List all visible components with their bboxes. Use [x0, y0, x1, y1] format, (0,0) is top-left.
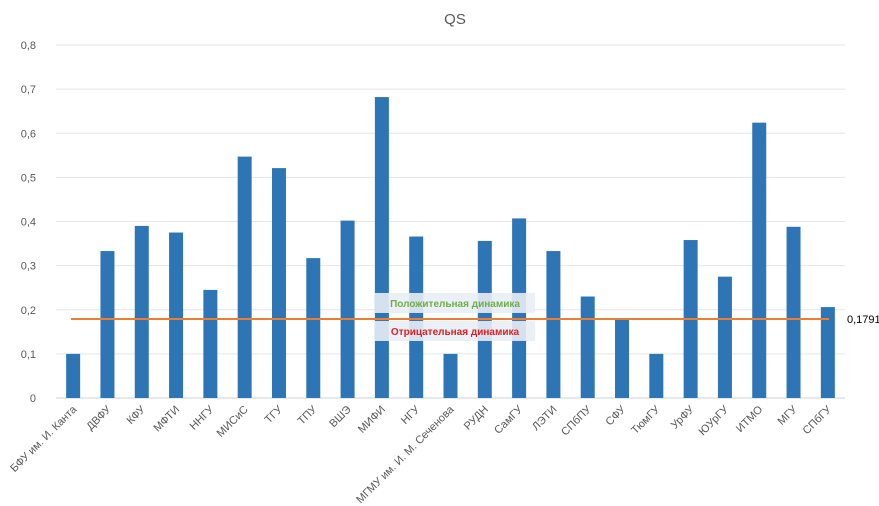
x-tick-label: РУДН: [462, 404, 491, 433]
x-tick-label: ИТМО: [734, 403, 766, 435]
x-tick-label: СамГУ: [492, 403, 526, 437]
y-tick-label: 0,1: [21, 349, 36, 361]
bar: [374, 97, 389, 398]
x-tick-label: МФТИ: [151, 404, 182, 435]
x-tick-label: МГУ: [776, 403, 801, 428]
bar: [203, 289, 218, 398]
bar: [752, 122, 767, 398]
x-tick-label: ННГУ: [188, 403, 218, 433]
bar: [340, 220, 355, 398]
bar: [820, 307, 835, 398]
bar: [271, 168, 286, 398]
bar: [717, 276, 732, 398]
bar: [615, 319, 630, 398]
bar: [443, 353, 458, 398]
y-tick-label: 0,5: [21, 172, 36, 184]
x-tick-label: НГУ: [399, 403, 423, 427]
bar: [409, 236, 424, 398]
x-tick-label: ЮУрГУ: [697, 403, 732, 438]
x-tick-label: МИФИ: [356, 404, 388, 436]
y-tick-label: 0,7: [21, 84, 36, 96]
reference-line-group: 0,1791: [71, 314, 879, 326]
x-tick-label: ТюмГУ: [629, 403, 663, 437]
annotation-box: [375, 320, 535, 341]
x-tick-label: ТПУ: [296, 403, 320, 427]
bar-series: [66, 97, 835, 398]
x-tick-label: СПбПУ: [559, 403, 594, 438]
y-tick-label: 0,8: [21, 40, 36, 52]
x-tick-label: ЛЭТИ: [530, 404, 560, 434]
x-tick-label: ТГУ: [263, 403, 286, 426]
x-tick-label: УрФУ: [669, 403, 698, 432]
bar: [786, 226, 801, 398]
x-tick-label: БФУ им. И. Канта: [8, 403, 80, 475]
bar: [237, 156, 252, 398]
y-tick-label: 0,2: [21, 305, 36, 317]
y-tick-label: 0,3: [21, 261, 36, 273]
bar: [546, 251, 561, 398]
bar: [649, 353, 664, 398]
y-tick-label: 0: [30, 393, 36, 405]
annotation-negative: Отрицательная динамика: [391, 327, 520, 338]
y-axis-ticks: 0 0,1 0,2 0,3 0,4 0,5 0,6 0,7 0,8: [21, 40, 36, 405]
annotation-box: [375, 292, 535, 313]
x-tick-label: КФУ: [125, 403, 149, 427]
bar: [134, 225, 149, 398]
annotations: Положительная динамика Отрицательная дина…: [375, 292, 535, 341]
x-tick-label: ВШЭ: [327, 404, 353, 430]
bar: [66, 353, 81, 398]
bar: [100, 251, 115, 398]
bar: [306, 258, 321, 398]
x-tick-label: СФУ: [604, 403, 629, 428]
y-tick-label: 0,6: [21, 128, 36, 140]
y-tick-label: 0,4: [21, 217, 36, 229]
reference-line-label: 0,1791: [847, 314, 879, 326]
x-tick-label: МИСиС: [215, 404, 251, 440]
annotation-positive: Положительная динамика: [390, 299, 520, 310]
bar: [169, 232, 184, 398]
x-tick-label: ДВФУ: [84, 403, 114, 433]
x-tick-label: СПбГУ: [801, 403, 835, 437]
chart-title: QS: [444, 11, 466, 28]
bar: [580, 296, 595, 398]
